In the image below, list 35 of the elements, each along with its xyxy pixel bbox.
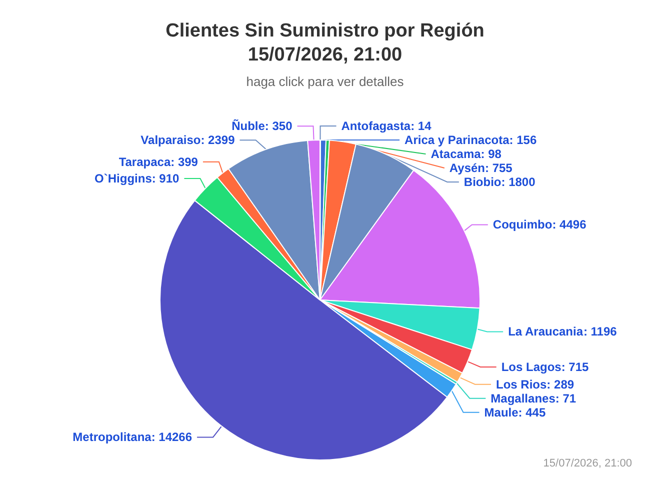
slice-label: Maule bbox=[484, 405, 519, 420]
data-label: : 14 bbox=[410, 119, 432, 133]
data-label: : 445 bbox=[518, 405, 546, 420]
data-label: : 98 bbox=[480, 147, 502, 161]
data-label: : 715 bbox=[561, 360, 590, 374]
slice-label: Ñuble bbox=[232, 119, 266, 134]
slice-label: La Araucania bbox=[508, 324, 584, 339]
slice-label: Atacama bbox=[430, 147, 482, 161]
slice-label: Antofagasta bbox=[341, 119, 411, 133]
data-label: : 910 bbox=[152, 172, 180, 186]
slice-label: Biobio bbox=[464, 175, 502, 189]
slice-label: Los Rios bbox=[496, 377, 548, 392]
slice-label: Arica y Parinacota bbox=[404, 133, 510, 147]
slice-label: O`Higgins bbox=[94, 172, 152, 186]
slice-label: Magallanes bbox=[490, 391, 556, 406]
data-label: : 1800 bbox=[501, 175, 536, 189]
chart-subtitle: haga click para ver detalles bbox=[246, 74, 404, 89]
data-label: : 2399 bbox=[200, 133, 236, 148]
data-label: : 71 bbox=[555, 391, 576, 406]
data-label: : 399 bbox=[170, 154, 198, 169]
slice-label: Coquimbo bbox=[492, 218, 552, 232]
data-label: : 1196 bbox=[583, 324, 618, 339]
data-label: : 755 bbox=[485, 161, 513, 175]
slice-label: Los Lagos bbox=[501, 360, 562, 374]
data-label: : 156 bbox=[509, 133, 537, 147]
slice-label: Valparaiso bbox=[140, 133, 201, 148]
data-label: : 350 bbox=[264, 119, 293, 134]
data-label: : 14266 bbox=[151, 430, 192, 444]
slice-label: Metropolitana bbox=[72, 430, 152, 444]
chart-title: Clientes Sin Suministro por Región 15/07/2026, 21:00 bbox=[166, 20, 484, 66]
slice-label: Aysén bbox=[449, 161, 486, 175]
slice-label: Tarapaca bbox=[118, 154, 171, 169]
data-label: : 4496 bbox=[552, 218, 587, 232]
data-label: : 289 bbox=[546, 377, 574, 392]
text: 15/07/2026, 21:00 bbox=[543, 458, 632, 470]
